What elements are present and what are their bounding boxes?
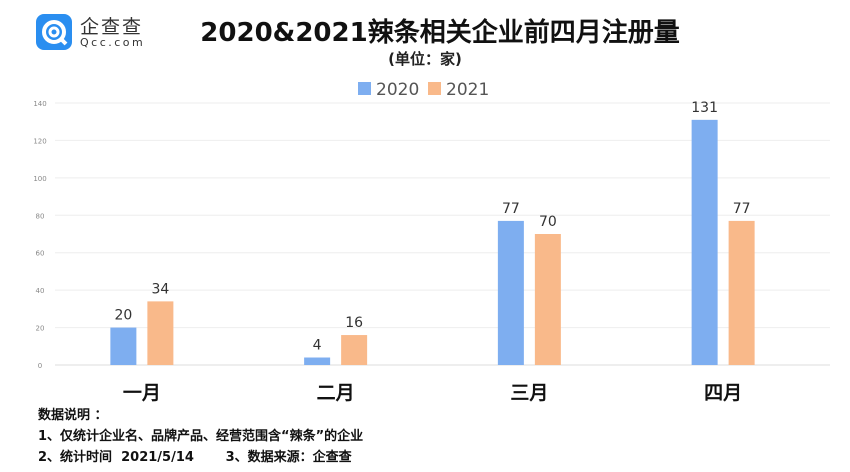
note-line: 2、统计时间 2021/5/14 3、数据来源：企查查 xyxy=(38,450,352,465)
bar-2021-一月 xyxy=(147,301,174,365)
bar-2020-三月 xyxy=(497,220,524,365)
data-label: 77 xyxy=(733,201,751,217)
unit-label: (单位：家) xyxy=(388,50,462,68)
notes: 数据说明 ： 1、仅统计企业名、品牌产品、经营范围含“辣条”的企业 2、统计时间… xyxy=(38,405,363,468)
bar-2021-三月 xyxy=(534,234,561,365)
y-tick-label: 80 xyxy=(36,212,45,220)
chart-title: 2020&2021辣条相关企业前四月注册量 xyxy=(200,18,680,48)
data-label: 77 xyxy=(502,201,520,217)
y-tick-label: 60 xyxy=(36,250,45,258)
qcc-logo-icon xyxy=(36,14,72,50)
y-tick-label: 20 xyxy=(36,325,45,333)
data-label: 131 xyxy=(691,100,718,116)
data-label: 34 xyxy=(151,281,169,297)
legend-label-2020: 2020 xyxy=(376,80,419,100)
notes-heading: 数据说明 ： xyxy=(38,408,108,423)
y-tick-label: 120 xyxy=(33,137,46,145)
data-label: 16 xyxy=(345,315,363,331)
x-tick-label: 三月 xyxy=(510,382,548,404)
logo-sub: Qcc.com xyxy=(80,36,146,49)
legend-swatch-2021 xyxy=(428,82,441,95)
data-label: 70 xyxy=(539,214,557,230)
x-tick-label: 四月 xyxy=(704,382,742,404)
bar-2021-二月 xyxy=(341,335,368,365)
data-label: 4 xyxy=(313,338,322,354)
data-label: 20 xyxy=(114,308,132,324)
x-tick-label: 一月 xyxy=(123,382,161,404)
bar-2021-四月 xyxy=(728,220,755,365)
y-tick-label: 40 xyxy=(36,287,45,295)
y-tick-label: 140 xyxy=(33,100,46,108)
y-tick-label: 100 xyxy=(33,175,46,183)
logo-name: 企查查 xyxy=(80,16,144,38)
note-line: 1、仅统计企业名、品牌产品、经营范围含“辣条”的企业 xyxy=(38,429,364,444)
bar-2020-二月 xyxy=(304,357,331,365)
x-tick-label: 二月 xyxy=(317,382,355,404)
bar-2020-一月 xyxy=(110,327,137,365)
legend-swatch-2020 xyxy=(358,82,371,95)
bar-2020-四月 xyxy=(691,119,718,365)
legend-label-2021: 2021 xyxy=(446,80,489,100)
y-tick-label: 0 xyxy=(38,362,42,370)
